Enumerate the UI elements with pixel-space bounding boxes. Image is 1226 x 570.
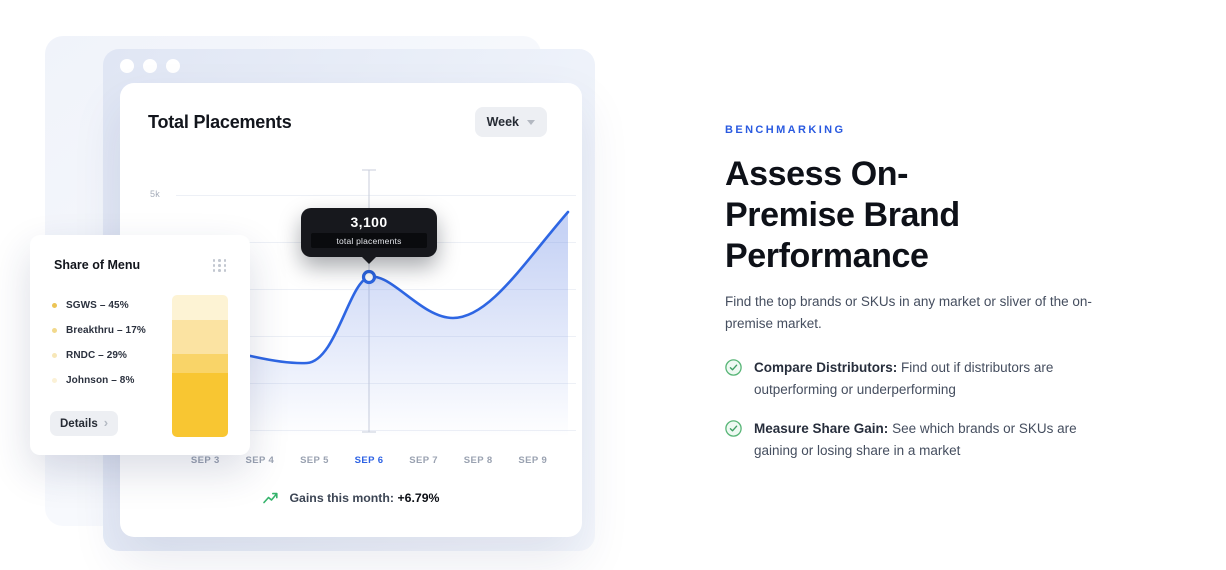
bullet-measure-share-gain: Measure Share Gain: See which brands or …: [725, 418, 1127, 462]
window-controls: [120, 59, 180, 73]
chart-title: Total Placements: [148, 112, 292, 132]
bullet-text: Compare Distributors: Find out if distri…: [754, 360, 1054, 397]
legend-bullet-icon: [52, 378, 57, 383]
check-circle-icon: [725, 359, 742, 376]
window-dot-icon: [120, 59, 134, 73]
legend-item: RNDC – 29%: [52, 343, 146, 368]
x-tick-sep9[interactable]: SEP 9: [518, 455, 548, 466]
x-tick-sep8[interactable]: SEP 8: [463, 455, 493, 466]
tooltip-value: 3,100: [350, 214, 388, 230]
gains-text: Gains this month: +6.79%: [289, 491, 440, 505]
gridline: [176, 195, 576, 196]
stacked-bar-chart: [172, 295, 228, 437]
gains-value: +6.79%: [397, 491, 440, 505]
drag-handle-icon[interactable]: [211, 258, 228, 273]
legend-bullet-icon: [52, 353, 57, 358]
period-dropdown[interactable]: Week: [474, 107, 547, 137]
details-button-label: Details: [60, 417, 98, 430]
bar-segment: [172, 354, 228, 373]
window-dot-icon: [166, 59, 180, 73]
description-text: Find the top brands or SKUs in any marke…: [725, 294, 1092, 331]
legend-bullet-icon: [52, 328, 57, 333]
bullet-text: Measure Share Gain: See which brands or …: [754, 421, 1077, 458]
legend-item: Johnson – 8%: [52, 368, 146, 393]
bar-segment: [172, 373, 228, 437]
x-tick-sep5[interactable]: SEP 5: [300, 455, 329, 466]
content-column: BENCHMARKING Assess On- Premise Brand Pe…: [725, 124, 1127, 462]
share-card-title: Share of Menu: [54, 258, 141, 272]
chart-area-fill: [160, 212, 568, 435]
trend-up-icon: [263, 492, 279, 504]
eyebrow-label: BENCHMARKING: [725, 124, 846, 136]
bar-segment: [172, 295, 228, 320]
details-button[interactable]: Details ›: [50, 411, 119, 436]
chart-tooltip: 3,100 total placements: [301, 208, 437, 264]
x-tick-sep4[interactable]: SEP 4: [245, 455, 275, 466]
legend-label: RNDC – 29%: [66, 350, 128, 361]
period-dropdown-label: Week: [486, 115, 519, 129]
legend-label: SGWS – 45%: [66, 300, 129, 311]
feature-bullets: Compare Distributors: Find out if distri…: [725, 357, 1127, 462]
legend-bullet-icon: [52, 303, 57, 308]
x-tick-sep6-selected[interactable]: SEP 6: [354, 455, 384, 466]
chevron-right-icon: ›: [103, 415, 109, 430]
x-tick-sep3[interactable]: SEP 3: [190, 455, 220, 466]
legend-label: Breakthru – 17%: [66, 325, 146, 336]
check-circle-icon: [725, 420, 742, 437]
share-legend: SGWS – 45% Breakthru – 17% RNDC – 29% Jo…: [52, 293, 146, 393]
share-of-menu-card: Share of Menu SGWS – 45% Breakthru – 17%…: [30, 235, 250, 455]
chevron-down-icon: [527, 119, 535, 125]
x-axis-labels: SEP 3 SEP 4 SEP 5 SEP 6 SEP 7 SEP 8 SEP …: [178, 455, 560, 466]
x-tick-sep7[interactable]: SEP 7: [409, 455, 438, 466]
page-title: Assess On- Premise Brand Performance: [725, 155, 960, 275]
legend-item: SGWS – 45%: [52, 293, 146, 318]
gains-footer: Gains this month: +6.79%: [120, 490, 582, 506]
bar-segment: [172, 320, 228, 354]
legend-item: Breakthru – 17%: [52, 318, 146, 343]
window-dot-icon: [143, 59, 157, 73]
total-placements-card: Total Placements Week 5k: [120, 83, 582, 537]
tooltip-label: total placements: [311, 233, 427, 248]
bullet-compare-distributors: Compare Distributors: Find out if distri…: [725, 357, 1127, 401]
data-point-marker[interactable]: [361, 269, 377, 285]
y-axis-tick-label: 5k: [150, 189, 161, 199]
legend-label: Johnson – 8%: [66, 375, 135, 386]
